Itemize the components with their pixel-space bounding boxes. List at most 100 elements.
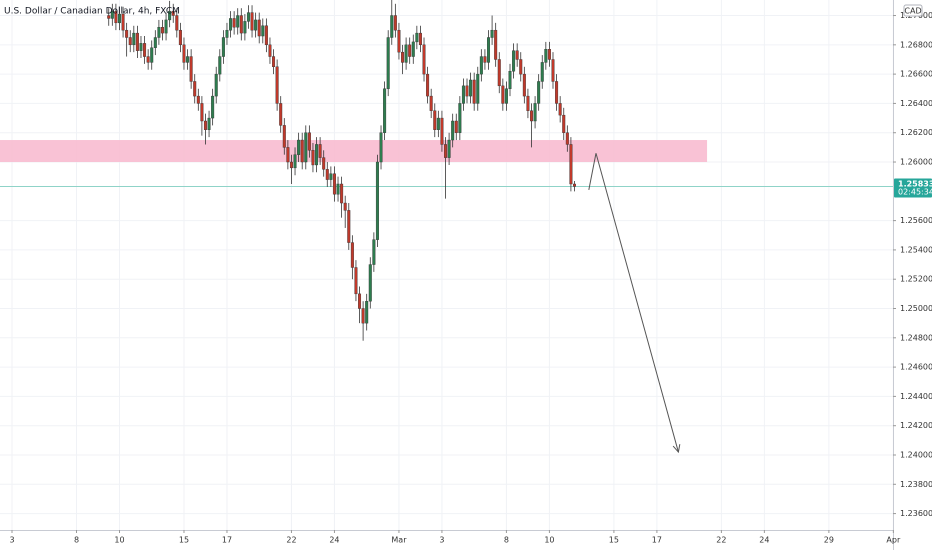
candle-body <box>540 62 544 82</box>
candle-body <box>125 29 129 38</box>
candle-body <box>293 154 297 169</box>
y-tick-label: 1.24800 <box>900 333 932 342</box>
candle-body <box>558 103 562 116</box>
candle-body <box>336 183 340 195</box>
y-tick-label: 1.25200 <box>900 275 932 284</box>
candle-body <box>232 18 236 28</box>
candle-body <box>175 15 179 31</box>
candle-body <box>515 50 519 60</box>
currency-box <box>903 4 923 17</box>
candle-body <box>504 88 508 104</box>
candle-body <box>350 242 354 268</box>
candle-body <box>196 95 200 104</box>
x-tick-label: 15 <box>609 536 619 545</box>
candle-body <box>315 144 319 166</box>
candle-body <box>268 44 272 57</box>
candle-body <box>279 103 283 126</box>
candle-body <box>354 267 358 295</box>
x-tick-label: 29 <box>824 536 834 545</box>
candle-body <box>393 15 397 31</box>
candle-body <box>203 120 207 130</box>
candle-body <box>401 51 405 63</box>
candle-body <box>143 43 147 57</box>
candle-body <box>250 12 254 31</box>
candle-body <box>487 37 491 63</box>
candle-body <box>340 183 344 204</box>
candle-body <box>332 173 336 195</box>
y-tick-label: 1.25400 <box>900 245 932 254</box>
candle-body <box>128 37 132 46</box>
candle-body <box>469 79 473 97</box>
candle-body <box>444 144 448 158</box>
last-price-badge <box>894 178 932 198</box>
candle-body <box>221 37 225 57</box>
candle-body <box>193 81 197 97</box>
candle-body <box>178 29 182 46</box>
candle-body <box>264 25 268 46</box>
x-tick-label: 3 <box>9 536 14 545</box>
candle-body <box>325 169 329 180</box>
candle-body <box>361 308 365 324</box>
candle-body <box>150 47 154 63</box>
candle-body <box>121 13 125 31</box>
candle-body <box>329 173 333 180</box>
candle-body <box>318 144 322 158</box>
arrow-head <box>672 444 681 454</box>
y-tick-label: 1.26200 <box>900 128 932 137</box>
candle-body <box>533 103 537 122</box>
candle-body <box>572 183 576 187</box>
candle-body <box>347 210 351 243</box>
y-tick-label: 1.26000 <box>900 158 932 167</box>
candle-body <box>368 264 372 302</box>
x-tick-label: 15 <box>179 536 189 545</box>
candle-body <box>454 120 458 133</box>
last-price-label: 1.25833 <box>898 179 932 188</box>
candle-body <box>218 56 222 75</box>
candle-body <box>433 110 437 130</box>
candle-body <box>286 147 290 163</box>
candle-body <box>300 139 304 163</box>
candle-body <box>483 56 487 63</box>
candle-body <box>501 85 505 104</box>
candle-body <box>436 117 440 130</box>
candle-body <box>522 73 526 97</box>
candle-body <box>311 150 315 166</box>
candle-body <box>508 70 512 89</box>
candle-body <box>490 29 494 38</box>
y-tick-label: 1.26800 <box>900 40 932 49</box>
zone <box>0 140 708 163</box>
candle-body <box>386 37 390 89</box>
candle-body <box>465 85 469 97</box>
candle-body <box>189 56 193 82</box>
candle-body <box>257 19 261 37</box>
x-tick-label: Mar <box>391 536 407 545</box>
y-tick-label: 1.24600 <box>900 363 932 372</box>
currency-label: CAD <box>904 7 921 16</box>
candle-body <box>186 56 190 63</box>
x-tick-label: 10 <box>544 536 554 545</box>
candle-body <box>304 132 308 163</box>
candle-body <box>458 103 462 133</box>
y-tick-label: 1.26600 <box>900 70 932 79</box>
candle-body <box>440 117 444 145</box>
candle-body <box>569 144 573 185</box>
candle-body <box>229 18 233 31</box>
candle-body <box>390 15 394 38</box>
y-tick-label: 1.24400 <box>900 392 932 401</box>
y-tick-label: 1.26400 <box>900 99 932 108</box>
candle-body <box>117 13 121 24</box>
candle-body <box>526 95 530 111</box>
candle-body <box>537 81 541 104</box>
candle-body <box>551 59 555 82</box>
candle-body <box>261 25 265 37</box>
candle-body <box>476 73 480 104</box>
x-tick-label: 24 <box>329 536 339 545</box>
candle-body <box>565 132 569 145</box>
candle-body <box>139 43 143 51</box>
candle-body <box>383 88 387 133</box>
chart-title: U.S. Dollar / Canadian Dollar, 4h, FXCM <box>4 7 180 17</box>
candle-body <box>519 59 523 75</box>
y-tick-label: 1.25600 <box>900 216 932 225</box>
candle-body <box>214 73 218 97</box>
